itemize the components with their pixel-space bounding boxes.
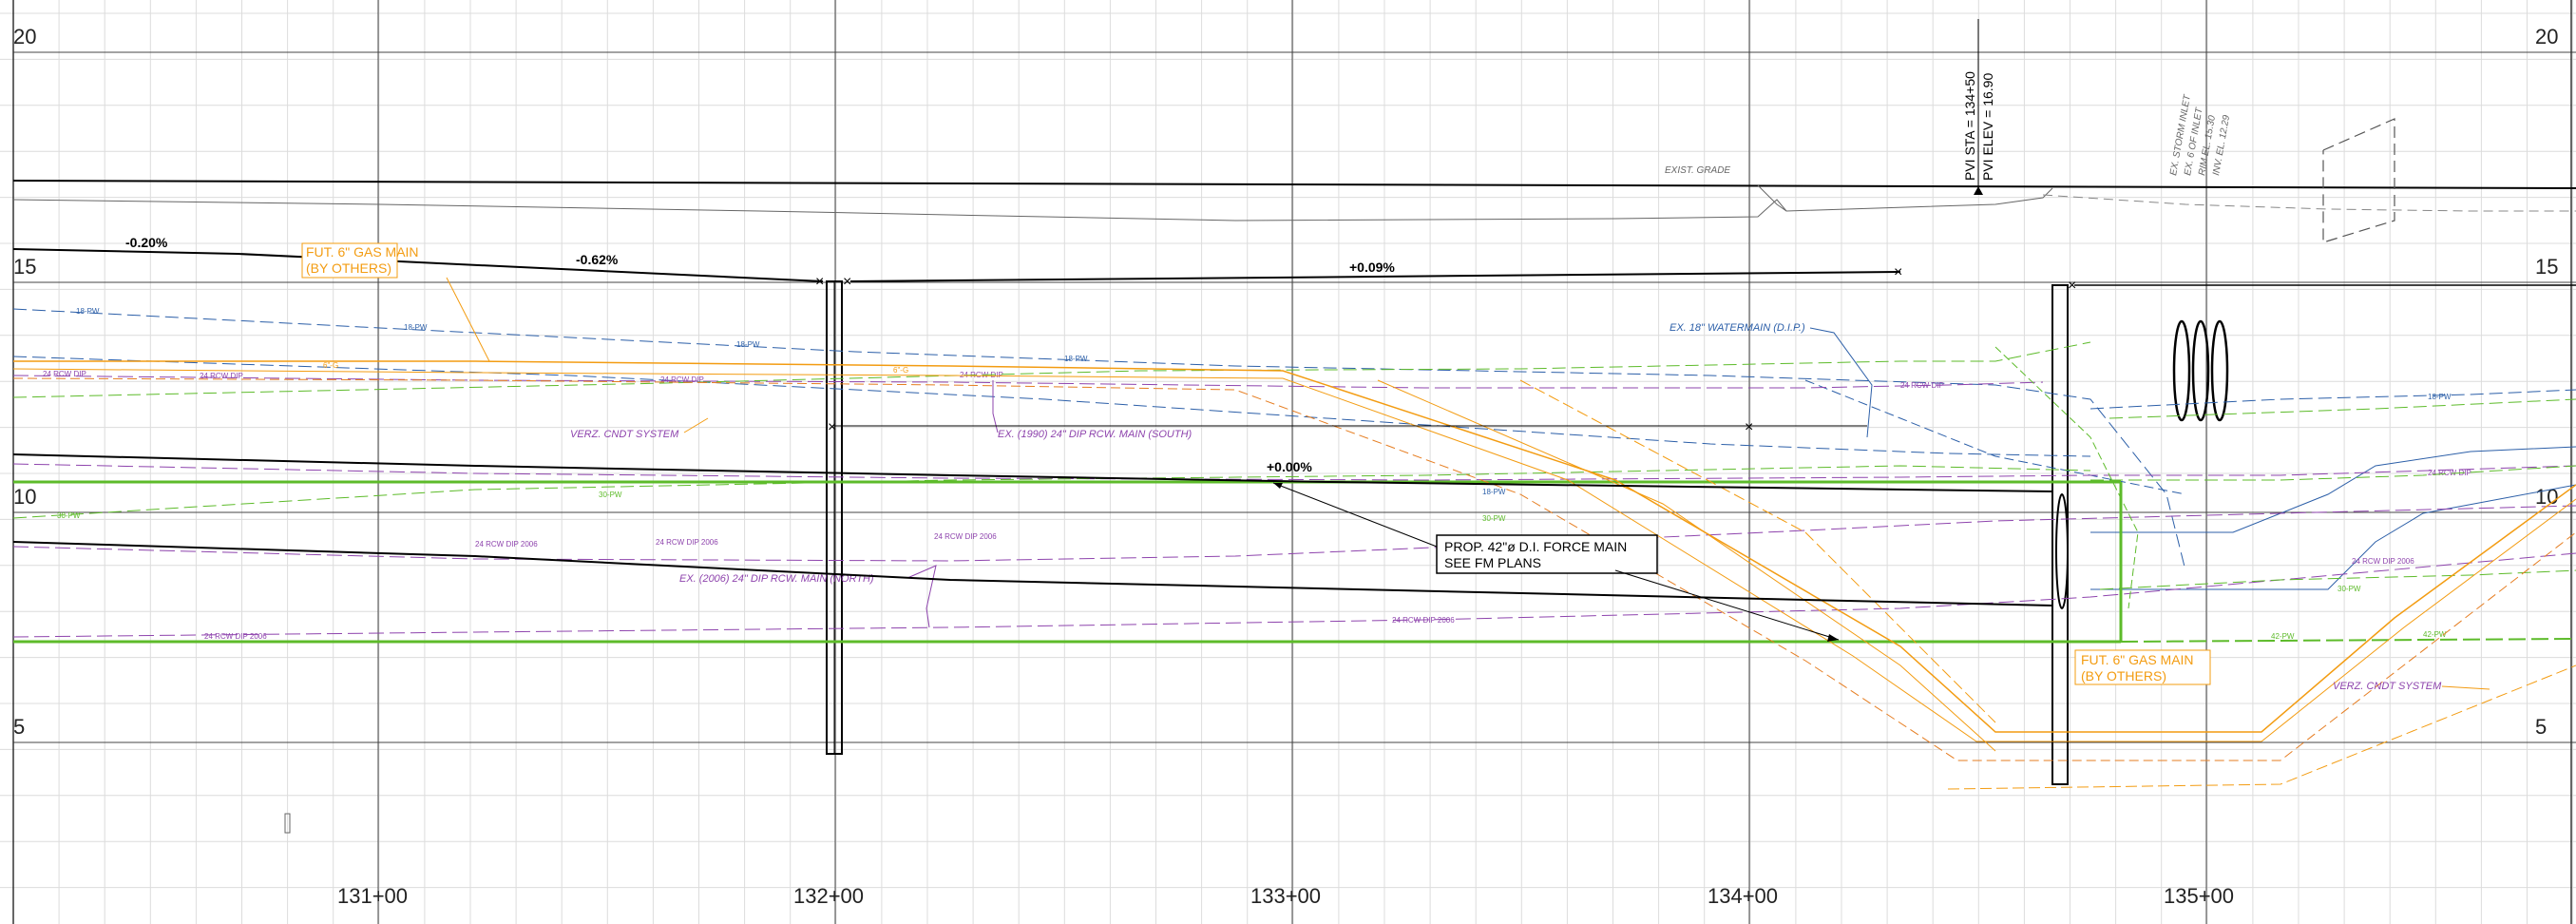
station-label-134: 134+00	[1708, 884, 1778, 908]
verz-left-label: VERZ. CNDT SYSTEM	[570, 429, 679, 440]
culvert-ellipses	[2174, 321, 2227, 420]
x-marker: ×	[2068, 278, 2076, 294]
x-marker: ×	[815, 274, 824, 290]
rcw24-2006-tag: 24 RCW DIP 2006	[204, 632, 267, 641]
pw42-tag: 42-PW	[2271, 632, 2295, 641]
grade-label-3: +0.09%	[1349, 260, 1395, 275]
pw18-tag: 18-PW	[2428, 393, 2452, 401]
gas-tag: 6"-G	[323, 361, 338, 370]
grade-label-2: -0.62%	[576, 252, 619, 267]
elev-label-right-20: 20	[2535, 25, 2558, 48]
gas-main-right-label-1: FUT. 6" GAS MAIN	[2081, 652, 2194, 667]
exist-grade-label: EXIST. GRADE	[1665, 165, 1730, 176]
rcw24-tag: 24 RCW DIP	[1900, 381, 1944, 390]
rcw24-2006-tag: 24 RCW DIP 2006	[2352, 557, 2414, 566]
pw30-tag: 30-PW	[2337, 585, 2361, 593]
gas-main: FUT. 6" GAS MAIN (BY OTHERS) FUT. 6" GAS…	[13, 243, 2576, 789]
pw18-tag: 18-PW	[1064, 355, 1088, 363]
x-marker: ×	[843, 274, 851, 290]
pvi-sta-label: PVI STA = 134+50	[1962, 71, 1977, 181]
pw30-tag: 30-PW	[57, 511, 81, 520]
pw18-tag: 18-PW	[404, 323, 428, 332]
rcw-main-north: EX. (2006) 24" DIP RCW. MAIN (NORTH) 24 …	[13, 506, 2576, 641]
x-marker: ×	[1894, 264, 1902, 280]
x-marker: ×	[1745, 419, 1753, 435]
storm-inlet: EX. STORM INLET EX. 6 OF INLET RIM EL. 1…	[2168, 93, 2395, 242]
force-main-label-2: SEE FM PLANS	[1444, 555, 1541, 570]
watermain-label: EX. 18" WATERMAIN (D.I.P.)	[1670, 322, 1805, 334]
station-label-133: 133+00	[1250, 884, 1321, 908]
rcw24-2006-tag: 24 RCW DIP 2006	[1392, 616, 1455, 625]
proposed-force-main: × × PROP. 42"ø D.I. FORCE MAIN SEE FM PL…	[13, 419, 2052, 642]
pw30-lines: 30-PW 30-PW 30-PW 30-PW 42-PW 42-PW	[13, 342, 2576, 642]
pw30-tag: 30-PW	[599, 491, 622, 499]
force-main-label-1: PROP. 42"ø D.I. FORCE MAIN	[1444, 539, 1627, 554]
rcw24-tag: 24 RCW DIP	[43, 370, 86, 378]
pw18-tag: 18-PW	[76, 307, 100, 316]
manhole-structure-left	[827, 281, 842, 754]
pw18-tag: 18-PW	[736, 340, 760, 349]
grade-label-1: -0.20%	[125, 235, 168, 250]
gas-main-left-label-1: FUT. 6" GAS MAIN	[306, 244, 419, 260]
verz-right-label: VERZ. CNDT SYSTEM	[2333, 681, 2442, 692]
rcw24-2006-tag: 24 RCW DIP 2006	[475, 540, 538, 549]
rcw-south-label: EX. (1990) 24" DIP RCW. MAIN (SOUTH)	[998, 429, 1193, 440]
pvi-marker: PVI STA = 134+50 PVI ELEV = 16.90	[1962, 19, 1995, 195]
elev-label-left-15: 15	[13, 255, 36, 279]
gas-main-left-label-2: (BY OTHERS)	[306, 260, 391, 276]
pw18-tag: 18-PW	[1482, 488, 1506, 496]
station-label-132: 132+00	[793, 884, 864, 908]
gas-tag: 6"-G	[893, 366, 908, 375]
pvi-elev-label: PVI ELEV = 16.90	[1980, 73, 1995, 181]
elev-label-right-5: 5	[2535, 715, 2547, 739]
rcw24-2006-tag: 24 RCW DIP 2006	[656, 538, 718, 547]
elev-label-right-15: 15	[2535, 255, 2558, 279]
pw30-tag: 30-PW	[1482, 514, 1506, 523]
elev-label-left-10: 10	[13, 485, 36, 509]
proposed-profile-top: -0.20% -0.62% +0.09% +0.00% × × × ×	[13, 235, 2576, 474]
watermain-18pw: EX. 18" WATERMAIN (D.I.P.) 18-PW 18-PW 1…	[13, 307, 2576, 589]
elev-label-left-5: 5	[13, 715, 25, 739]
elev-label-left-20: 20	[13, 25, 36, 48]
manhole-structure-right	[2052, 285, 2068, 784]
station-label-131: 131+00	[337, 884, 408, 908]
grade-label-4: +0.00%	[1267, 459, 1312, 474]
x-marker: ×	[828, 419, 836, 435]
gas-main-right-label-2: (BY OTHERS)	[2081, 668, 2166, 683]
station-label-135: 135+00	[2164, 884, 2234, 908]
rcw24-tag: 24 RCW DIP	[2428, 469, 2471, 477]
rcw24-2006-tag: 24 RCW DIP 2006	[934, 532, 997, 541]
